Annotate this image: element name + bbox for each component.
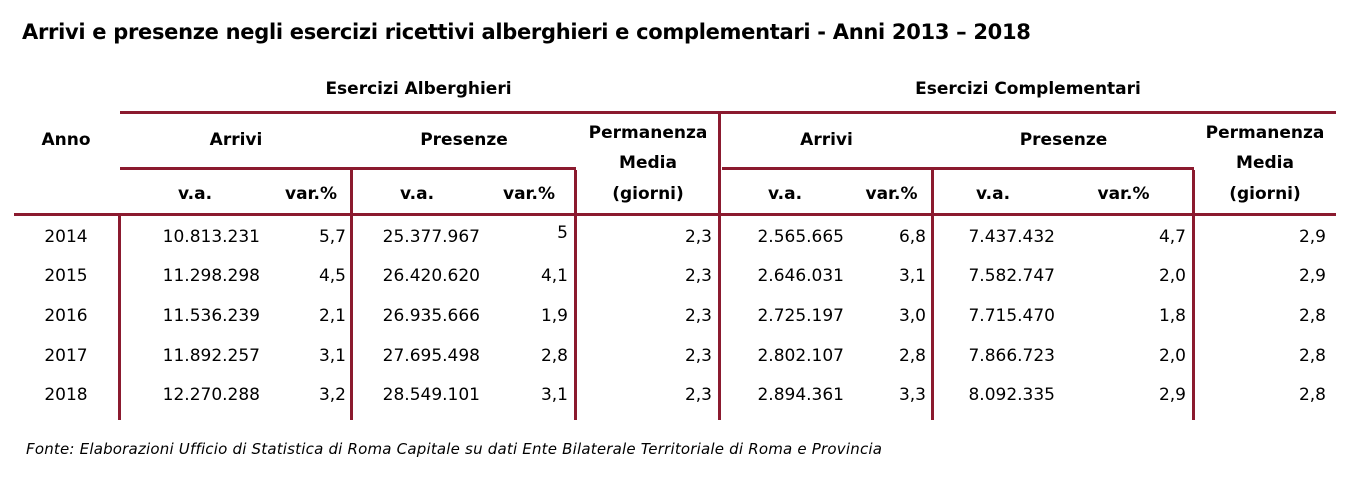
header-alb-presenze: Presenze bbox=[420, 130, 508, 150]
cell-alb-presenze-va: 25.377.967 bbox=[382, 227, 480, 247]
cell-alb-presenze-var: 5 bbox=[557, 223, 568, 243]
cell-com-permanenza: 2,8 bbox=[1298, 385, 1326, 405]
subheader-alb-arrivi-var: var.% bbox=[284, 184, 337, 204]
cell-alb-arrivi-var: 4,5 bbox=[318, 266, 346, 286]
cell-com-presenze-var: 2,9 bbox=[1158, 385, 1186, 405]
cell-alb-presenze-var: 2,8 bbox=[540, 346, 568, 366]
cell-alb-presenze-va: 27.695.498 bbox=[382, 346, 480, 366]
subheader-rule-complementari bbox=[722, 167, 1194, 170]
cell-alb-arrivi-va: 11.298.298 bbox=[162, 266, 260, 286]
subheader-alb-presenze-var: var.% bbox=[502, 184, 555, 204]
column-rule bbox=[574, 170, 577, 420]
subheader-com-presenze-var: var.% bbox=[1097, 184, 1150, 204]
cell-com-arrivi-var: 3,3 bbox=[898, 385, 926, 405]
cell-com-permanenza: 2,8 bbox=[1298, 306, 1326, 326]
cell-alb-arrivi-va: 12.270.288 bbox=[162, 385, 260, 405]
cell-com-presenze-va: 7.715.470 bbox=[968, 306, 1055, 326]
subheader-com-arrivi-va: v.a. bbox=[767, 184, 803, 204]
cell-com-arrivi-var: 3,0 bbox=[898, 306, 926, 326]
cell-anno: 2016 bbox=[44, 306, 88, 326]
cell-alb-presenze-var: 3,1 bbox=[540, 385, 568, 405]
subheader-com-presenze-va: v.a. bbox=[975, 184, 1011, 204]
cell-com-permanenza: 2,9 bbox=[1298, 227, 1326, 247]
group-header-rule bbox=[120, 111, 1336, 114]
group-header-complementari: Esercizi Complementari bbox=[915, 79, 1141, 99]
cell-alb-arrivi-var: 2,1 bbox=[318, 306, 346, 326]
column-rule bbox=[718, 111, 721, 420]
cell-alb-presenze-var: 4,1 bbox=[540, 266, 568, 286]
cell-com-arrivi-va: 2.725.197 bbox=[757, 306, 844, 326]
cell-com-arrivi-var: 2,8 bbox=[898, 346, 926, 366]
column-rule bbox=[931, 170, 934, 420]
cell-com-presenze-va: 7.866.723 bbox=[968, 346, 1055, 366]
cell-com-presenze-va: 7.437.432 bbox=[968, 227, 1055, 247]
cell-com-arrivi-va: 2.802.107 bbox=[757, 346, 844, 366]
header-com-permanenza-3: (giorni) bbox=[1229, 184, 1301, 204]
cell-alb-permanenza: 2,3 bbox=[684, 385, 712, 405]
cell-alb-permanenza: 2,3 bbox=[684, 266, 712, 286]
cell-com-permanenza: 2,8 bbox=[1298, 346, 1326, 366]
cell-com-presenze-va: 7.582.747 bbox=[968, 266, 1055, 286]
cell-com-presenze-var: 2,0 bbox=[1158, 346, 1186, 366]
cell-com-arrivi-var: 6,8 bbox=[898, 227, 926, 247]
header-alb-permanenza-1: Permanenza bbox=[588, 123, 708, 143]
cell-anno: 2017 bbox=[44, 346, 88, 366]
subheader-alb-arrivi-va: v.a. bbox=[177, 184, 213, 204]
column-rule bbox=[1192, 170, 1195, 420]
cell-com-arrivi-va: 2.565.665 bbox=[757, 227, 844, 247]
cell-com-presenze-var: 4,7 bbox=[1158, 227, 1186, 247]
cell-anno: 2014 bbox=[44, 227, 88, 247]
cell-alb-presenze-va: 28.549.101 bbox=[382, 385, 480, 405]
column-rule bbox=[118, 213, 121, 420]
cell-alb-arrivi-va: 10.813.231 bbox=[162, 227, 260, 247]
cell-alb-arrivi-var: 3,2 bbox=[318, 385, 346, 405]
header-com-permanenza-2: Media bbox=[1236, 153, 1294, 173]
cell-anno: 2018 bbox=[44, 385, 88, 405]
cell-com-presenze-var: 2,0 bbox=[1158, 266, 1186, 286]
subheader-alb-presenze-va: v.a. bbox=[399, 184, 435, 204]
cell-alb-arrivi-var: 5,7 bbox=[318, 227, 346, 247]
cell-alb-permanenza: 2,3 bbox=[684, 306, 712, 326]
header-alb-permanenza-3: (giorni) bbox=[612, 184, 684, 204]
source-note: Fonte: Elaborazioni Ufficio di Statistic… bbox=[26, 440, 883, 458]
header-com-arrivi: Arrivi bbox=[800, 130, 853, 150]
cell-com-presenze-var: 1,8 bbox=[1158, 306, 1186, 326]
cell-anno: 2015 bbox=[44, 266, 88, 286]
cell-alb-permanenza: 2,3 bbox=[684, 227, 712, 247]
column-rule bbox=[350, 170, 353, 420]
cell-alb-presenze-va: 26.420.620 bbox=[382, 266, 480, 286]
cell-alb-arrivi-va: 11.536.239 bbox=[162, 306, 260, 326]
cell-com-arrivi-var: 3,1 bbox=[898, 266, 926, 286]
header-bottom-rule bbox=[14, 213, 1336, 216]
subheader-rule-alberghieri bbox=[120, 167, 576, 170]
group-header-alberghieri: Esercizi Alberghieri bbox=[325, 79, 512, 99]
cell-com-arrivi-va: 2.646.031 bbox=[757, 266, 844, 286]
subheader-com-arrivi-var: var.% bbox=[865, 184, 918, 204]
header-com-presenze: Presenze bbox=[1019, 130, 1108, 150]
cell-com-permanenza: 2,9 bbox=[1298, 266, 1326, 286]
header-alb-arrivi: Arrivi bbox=[209, 130, 263, 150]
cell-alb-presenze-va: 26.935.666 bbox=[382, 306, 480, 326]
header-alb-permanenza-2: Media bbox=[619, 153, 677, 173]
header-anno: Anno bbox=[41, 130, 91, 150]
cell-alb-presenze-var: 1,9 bbox=[540, 306, 568, 326]
table-title: Arrivi e presenze negli esercizi ricetti… bbox=[22, 20, 1031, 44]
cell-com-presenze-va: 8.092.335 bbox=[968, 385, 1055, 405]
cell-alb-permanenza: 2,3 bbox=[684, 346, 712, 366]
cell-alb-arrivi-va: 11.892.257 bbox=[162, 346, 260, 366]
cell-com-arrivi-va: 2.894.361 bbox=[757, 385, 844, 405]
cell-alb-arrivi-var: 3,1 bbox=[318, 346, 346, 366]
header-com-permanenza-1: Permanenza bbox=[1205, 123, 1325, 143]
